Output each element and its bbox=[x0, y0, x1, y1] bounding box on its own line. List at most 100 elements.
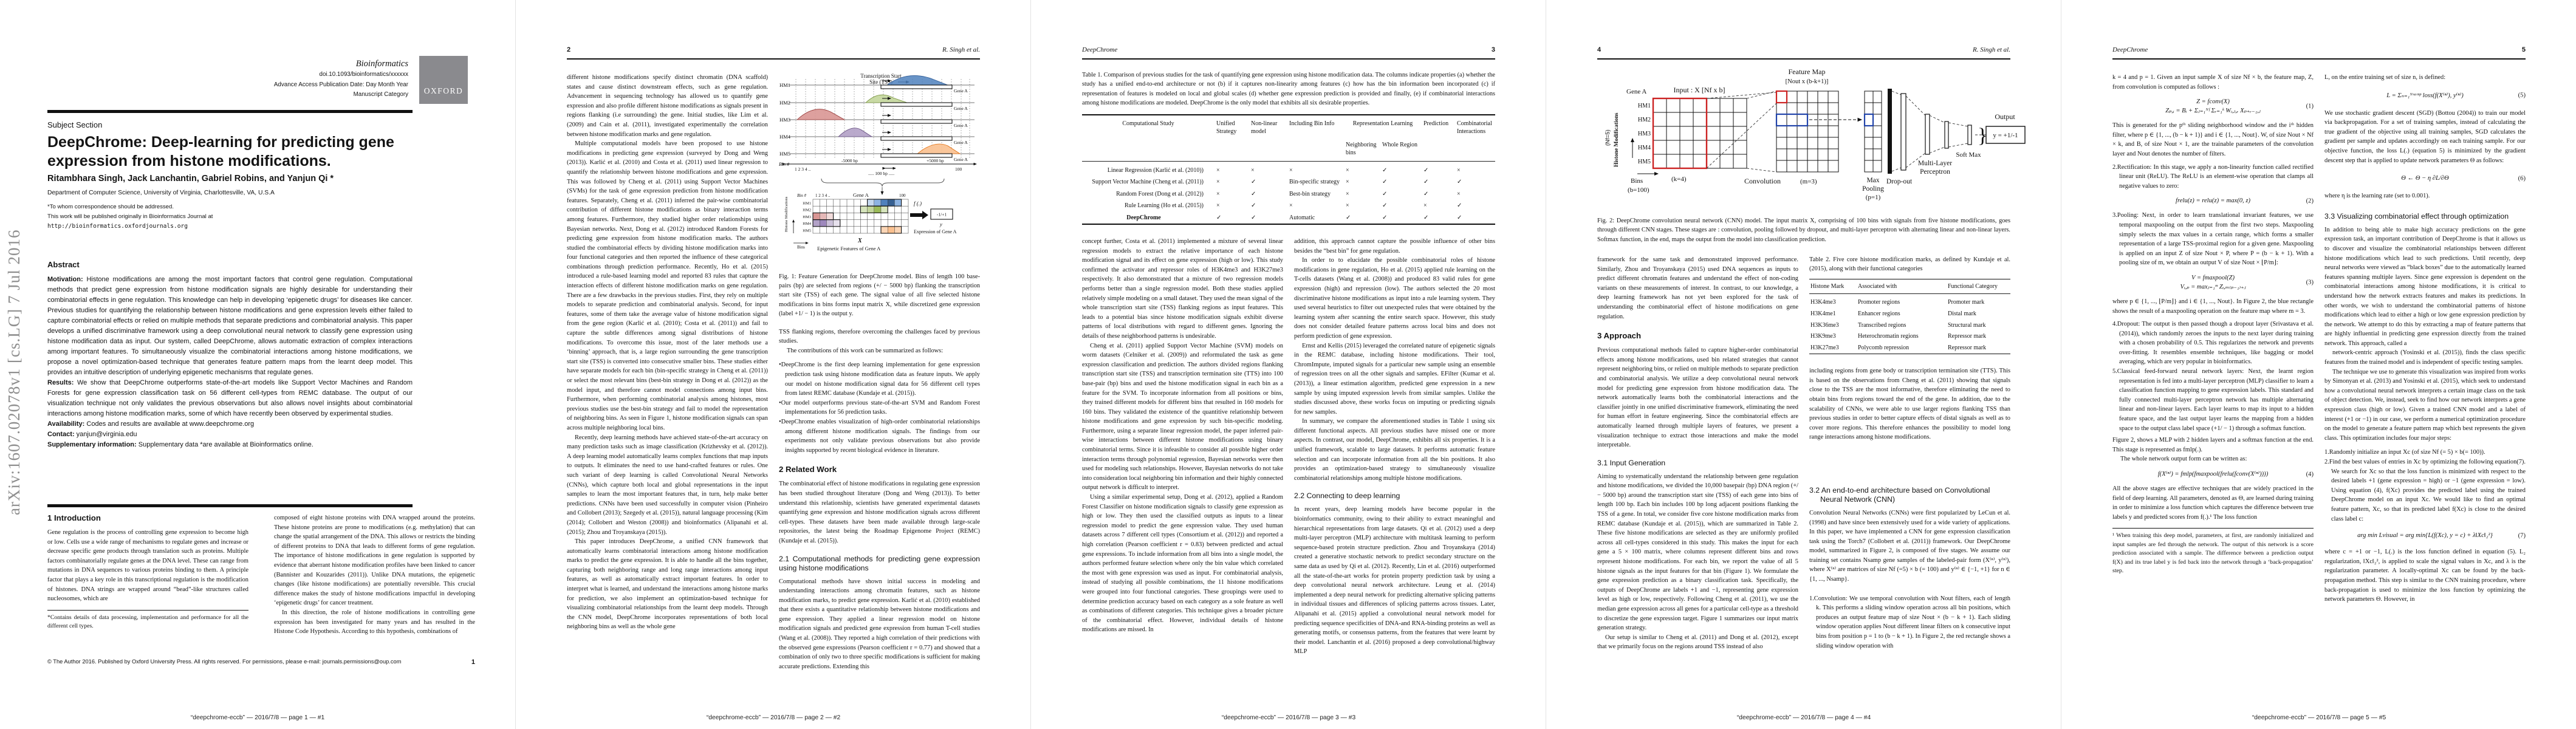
section-heading-related-work: 2 Related Work bbox=[779, 465, 837, 474]
svg-text:HM5: HM5 bbox=[1638, 159, 1651, 165]
conv-cont-text: k = 4 and p = 1. Given an input sample X… bbox=[2112, 73, 2314, 92]
table-cell: ✓ bbox=[1346, 214, 1351, 221]
map-arrow bbox=[910, 211, 928, 219]
table-cell: × bbox=[1457, 190, 1461, 197]
journal-url-link[interactable]: http://bioinformatics.oxfordjournals.org bbox=[47, 223, 188, 230]
table-cell: ✓ bbox=[1423, 214, 1429, 221]
abstract-contact: Contact: yanjun@virginia.edu bbox=[47, 430, 413, 440]
eq-number: (3) bbox=[2306, 279, 2314, 286]
input-generation-text: Aiming to systematically understand the … bbox=[1597, 472, 1798, 652]
bins-label: Bins bbox=[1631, 177, 1643, 185]
svg-text:Gene A: Gene A bbox=[954, 106, 968, 111]
output-box bbox=[930, 208, 953, 220]
eq-number: (6) bbox=[2518, 175, 2526, 182]
eq-number: (5) bbox=[2518, 92, 2526, 99]
running-title: R. Singh et al. bbox=[1972, 46, 2010, 53]
numbered-stage: 1.Convolution: We use temporal convoluti… bbox=[1809, 595, 2010, 649]
abstract-motivation: Motivation: Histone modifications are am… bbox=[47, 275, 413, 378]
availability-url-link[interactable]: Codes and results are available at www.d… bbox=[86, 420, 255, 428]
contribution-list: •DeepChrome is the first deep learning i… bbox=[779, 360, 980, 455]
body-paragraph: Gene regulation is the process of contro… bbox=[47, 529, 248, 603]
table-cell: × bbox=[1289, 202, 1293, 210]
body-paragraph: The combinatorial effect of histone modi… bbox=[779, 481, 980, 544]
eq1-explain: This is generated for the pᵗʰ sliding ne… bbox=[2112, 121, 2314, 159]
input-matrix bbox=[812, 199, 909, 234]
abstract-results: Results: We show that DeepChrome outperf… bbox=[47, 378, 413, 419]
body-paragraph: Ernst and Kellis (2015) leveraged the co… bbox=[1294, 342, 1495, 416]
table-row: Rule Learning (Ho et al. (2015)) × ✓ × × ✓ × ✓ bbox=[1082, 200, 1495, 212]
convolution-label: Convolution bbox=[1744, 177, 1781, 185]
table-cell: × bbox=[1346, 166, 1349, 174]
col-header-nonlinear: Non-linear model bbox=[1251, 120, 1278, 135]
left-text: concept further, Costa et al. (2011) imp… bbox=[1082, 237, 1283, 635]
subsection-heading-2-2: 2.2 Connecting to deep learning bbox=[1294, 491, 1400, 501]
table-cell: ✓ bbox=[1423, 190, 1429, 197]
table-cell: ✓ bbox=[1251, 214, 1256, 221]
output-eq: y = +1/-1 bbox=[1993, 132, 2018, 139]
subsection-heading-2-1: 2.1 Computational methods for predicting… bbox=[779, 554, 980, 572]
text: Supplementary data *are available at Bio… bbox=[138, 441, 313, 448]
body-paragraph: Our setup is similar to Cheng et al. (20… bbox=[1597, 634, 1798, 651]
matrix-100: 100 bbox=[899, 193, 906, 198]
body-paragraph: Cheng et al. (2011) applied Support Vect… bbox=[1082, 342, 1283, 491]
svg-text:HM1: HM1 bbox=[803, 202, 811, 206]
body-paragraph: where η is the learning rate (set to 0.0… bbox=[2324, 193, 2430, 200]
eq-number: (2) bbox=[2306, 197, 2314, 205]
subject-section: Subject Section bbox=[47, 120, 103, 129]
eq-number: (7) bbox=[2518, 532, 2526, 539]
gene-boxes: Gene A Gene A Gene A Gene A bbox=[880, 79, 968, 162]
col-header-combinatorial: Combinatorial Interactions bbox=[1457, 120, 1492, 135]
body-paragraph: All the above stages are effective techn… bbox=[2112, 485, 2314, 521]
divider bbox=[47, 504, 413, 507]
right-pre-text: TSS flanking regions, therefore overcomi… bbox=[779, 327, 980, 356]
svg-text:HM3: HM3 bbox=[803, 215, 811, 219]
table-cell: Promoter regions bbox=[1858, 299, 1900, 306]
mlp-label-1: Multi-Layer bbox=[1918, 160, 1952, 167]
dropout-label: Drop-out bbox=[1886, 178, 1913, 185]
right-column: Transcription Start Site (TSS) HM1 HM2 bbox=[779, 68, 980, 700]
equation-7: arg min Lvisual = arg min{L(f(Xc), y = c… bbox=[2324, 531, 2526, 540]
col-subheader-whole: Whole Region bbox=[1380, 138, 1422, 162]
label: Contact: bbox=[47, 431, 75, 438]
table-cell: ✓ bbox=[1423, 166, 1429, 174]
table-cell: Heterochromatin regions bbox=[1858, 333, 1919, 340]
body-paragraph: The technique we use to generate this vi… bbox=[2324, 368, 2526, 442]
body-paragraph: where p ∈ {1, ..., ⌊P/m⌋} and i ∈ {1, ..… bbox=[2112, 298, 2314, 315]
p1-label: (p=1) bbox=[1866, 194, 1881, 201]
numbered-stage: 2.Rectification: In this stage, we apply… bbox=[2112, 163, 2314, 190]
epigenetic-label: Epigenetic Features of Gene A bbox=[817, 245, 881, 252]
authors: Ritambhara Singh, Jack Lanchantin, Gabri… bbox=[47, 174, 334, 183]
hm-axis-label: Histone Modifications bbox=[1614, 112, 1620, 167]
compile-footer: “deepchrome-eccb” — 2016/7/8 — page 5 — … bbox=[2252, 714, 2386, 721]
eq-line: Θ ← Θ − η ∂L/∂Θ bbox=[2401, 175, 2449, 182]
svg-text:Gene A: Gene A bbox=[954, 123, 968, 128]
equation-5: L = Σₙ₌₁ᴺˢᵃᵐᵖ loss(f(X⁽ⁿ⁾), y⁽ⁿ⁾) (5) bbox=[2324, 91, 2526, 100]
page-3: DeepChrome 3 Table 1. Comparison of prev… bbox=[1030, 0, 1546, 729]
eq-number: (1) bbox=[2306, 103, 2314, 110]
table-cell: × bbox=[1216, 179, 1220, 186]
y-label: y bbox=[939, 221, 942, 227]
hm-labels: HM1 HM2 HM3 HM4 HM5 bbox=[1638, 103, 1651, 165]
body-paragraph: Aiming to systematically understand the … bbox=[1597, 473, 1798, 632]
input-label: Input : X [Nf x b] bbox=[1674, 86, 1725, 94]
body-paragraph: This is generated for the pᵗʰ sliding ne… bbox=[2112, 122, 2314, 157]
hm3-signal bbox=[796, 109, 846, 120]
author-notes: *To whom correspondence should be addres… bbox=[47, 202, 213, 231]
table-cell: H3K36me3 bbox=[1810, 321, 1839, 329]
page-1: arXiv:1607.02078v1 [cs.LG] 7 Jul 2016 Bi… bbox=[0, 0, 515, 729]
feature-map-size: [Nout x (b-k+1)] bbox=[1786, 78, 1829, 85]
eq-line: frelu(z) = relu(z) = max(0, z) bbox=[2176, 197, 2250, 205]
table-cell: × bbox=[1346, 190, 1349, 197]
table-cell: ✓ bbox=[1457, 202, 1462, 210]
cnn-text: Convolution Neural Networks (CNNs) were … bbox=[1809, 508, 2010, 584]
input-grid bbox=[1653, 98, 1747, 169]
journal-doi: doi.10.1093/bioinformatics/xxxxxx bbox=[319, 71, 408, 78]
paper-title: DeepChrome: Deep-learning for predicting… bbox=[47, 134, 394, 169]
table-cell: ✓ bbox=[1457, 214, 1462, 221]
table-cell: ✓ bbox=[1216, 214, 1222, 221]
sgd-text: We use stochastic gradient descent (SGD)… bbox=[2324, 109, 2526, 166]
compile-footer: “deepchrome-eccb” — 2016/7/8 — page 3 — … bbox=[1221, 714, 1356, 721]
journal-name: Bioinformatics bbox=[355, 59, 408, 69]
contact-email-link[interactable]: yanjun@virginia.edu bbox=[76, 431, 137, 438]
abstract-heading: Abstract bbox=[47, 260, 80, 269]
